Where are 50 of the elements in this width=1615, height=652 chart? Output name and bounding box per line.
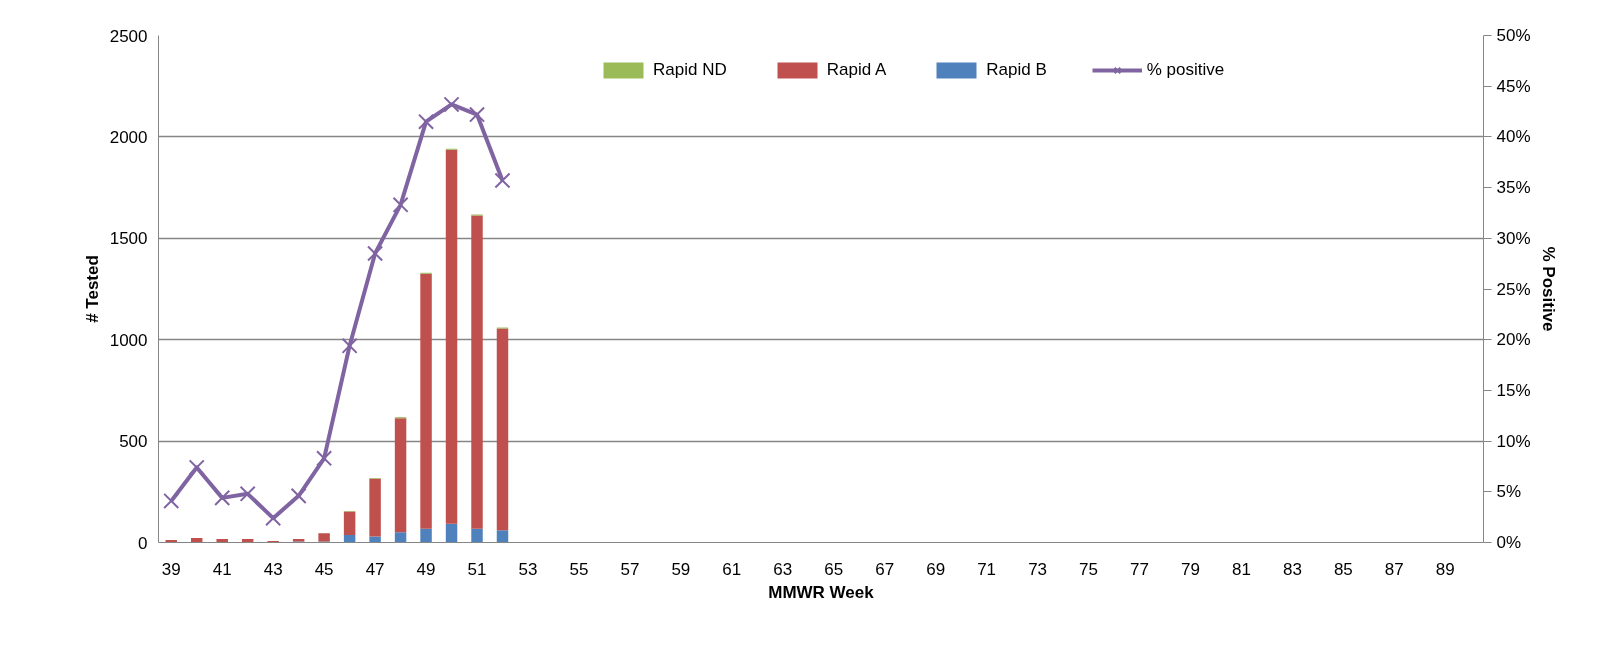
y-tick-label: 1000 [109, 330, 148, 350]
x-tick-label: 75 [1079, 559, 1099, 579]
y2-tick-label: 40% [1496, 127, 1531, 147]
y-tick-label: 500 [119, 432, 148, 452]
x-tick-label: 79 [1181, 559, 1200, 579]
y2-tick-label: 15% [1496, 380, 1531, 400]
x-axis-title: MMWR Week [768, 582, 875, 602]
y2-tick-label: 5% [1496, 482, 1522, 502]
y2-axis-title: % Positive [1538, 246, 1558, 332]
legend-label: Rapid A [826, 60, 887, 80]
y2-tick-label: 45% [1496, 76, 1531, 96]
y2-tick-label: 25% [1496, 279, 1531, 299]
y2-tick-label: 50% [1496, 26, 1531, 45]
y-axis-title: # Tested [82, 255, 102, 323]
x-tick-label: 77 [1130, 559, 1149, 579]
y-tick-label: 1500 [109, 229, 148, 249]
x-tick-label: 85 [1333, 559, 1353, 579]
y2-tick-label: 35% [1496, 178, 1531, 198]
y-tick-label: 0 [138, 533, 148, 553]
x-tick-label: 81 [1231, 559, 1251, 579]
y2-tick-label: 20% [1496, 330, 1531, 350]
x-tick-label: 71 [977, 559, 997, 579]
legend-label: Rapid B [986, 60, 1047, 80]
x-tick-label: 47 [365, 559, 385, 579]
x-tick-label: 43 [263, 559, 283, 579]
x-tick-label: 63 [773, 559, 793, 579]
x-tick-label: 59 [671, 559, 691, 579]
x-tick-label: 53 [518, 559, 538, 579]
y2-tick-label: 0% [1496, 533, 1522, 552]
x-tick-label: 49 [416, 559, 436, 579]
x-tick-label: 87 [1384, 559, 1404, 579]
x-tick-label: 61 [722, 559, 742, 579]
y-tick-label: 2000 [109, 127, 148, 147]
x-tick-label: 55 [569, 559, 589, 579]
legend-label: % positive [1146, 60, 1225, 80]
x-tick-label: 45 [314, 559, 334, 579]
x-tick-label: 67 [875, 559, 895, 579]
x-tick-label: 83 [1282, 559, 1302, 579]
x-tick-label: 69 [926, 559, 946, 579]
x-tick-label: 73 [1028, 559, 1048, 579]
y2-tick-label: 10% [1496, 431, 1531, 451]
x-tick-label: 57 [620, 559, 640, 579]
y-tick-label: 2500 [109, 26, 148, 46]
x-tick-label: 51 [467, 559, 487, 579]
x-tick-label: 39 [161, 559, 181, 579]
x-tick-label: 65 [824, 559, 844, 579]
y2-tick-label: 30% [1496, 228, 1531, 248]
x-tick-label: 89 [1435, 559, 1455, 579]
x-tick-label: 41 [212, 559, 232, 579]
legend-label: Rapid ND [653, 60, 727, 80]
